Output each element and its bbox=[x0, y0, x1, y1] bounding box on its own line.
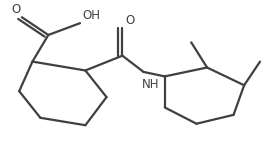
Text: O: O bbox=[11, 3, 20, 16]
Text: NH: NH bbox=[142, 78, 160, 91]
Text: OH: OH bbox=[83, 9, 101, 22]
Text: O: O bbox=[125, 14, 134, 27]
